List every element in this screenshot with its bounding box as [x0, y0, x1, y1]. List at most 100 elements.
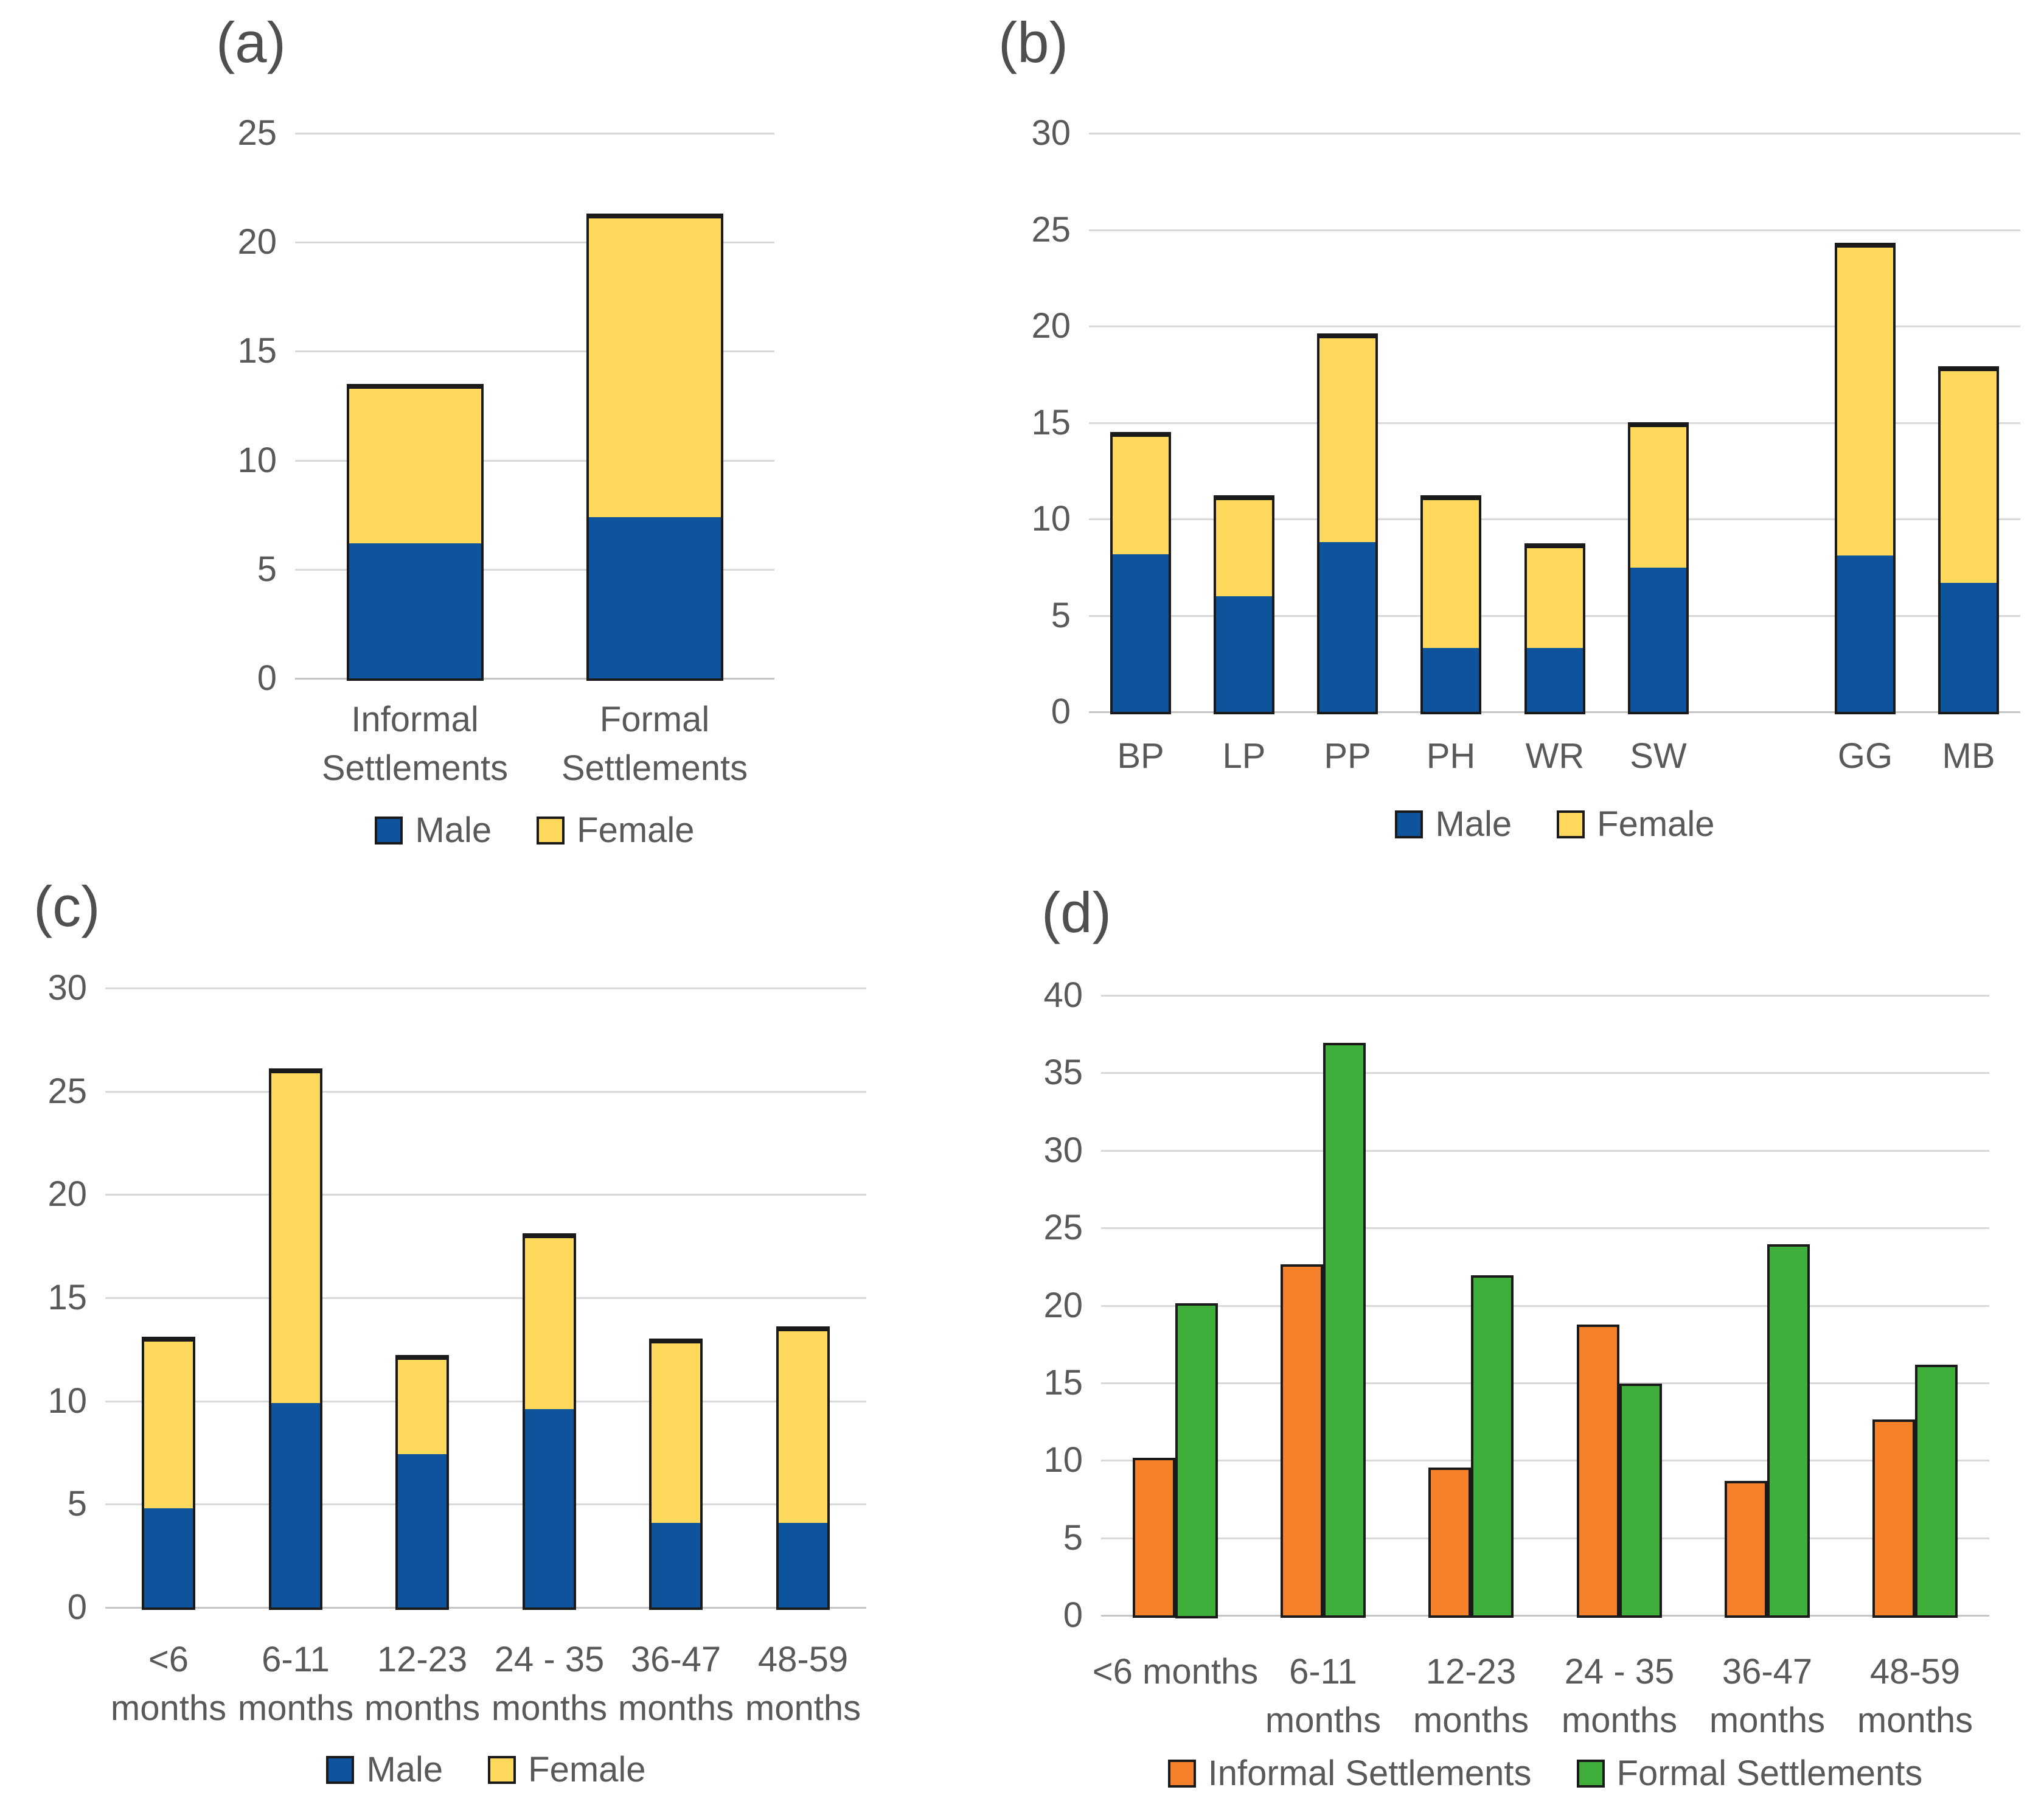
chart-panel-a: 0 5 10 15 20 25 Informal Settlements Formal Settl… [0, 0, 1022, 902]
x-category-label: LP [1062, 732, 1427, 781]
x-category-label-line: Settlements [321, 748, 509, 788]
male-segment [589, 517, 721, 678]
x-category-label-line: months [745, 1688, 861, 1728]
x-category-label: 36-47 months [493, 1635, 858, 1733]
x-category-label: Formal Settlements [472, 695, 837, 793]
stacked-bar [142, 1337, 195, 1610]
x-category-label: SW [1476, 732, 1841, 781]
x-axis-line [1101, 1615, 1989, 1617]
legend-item-informal-settlements: Informal Settlements [1167, 1752, 1532, 1795]
legend-label: Male [1435, 804, 1512, 844]
gridline [1101, 995, 1989, 997]
x-category-label: 48-59 months [1733, 1648, 2044, 1745]
legend-label: Female [1597, 804, 1715, 844]
female-segment [1941, 369, 1997, 583]
x-category-label-line: 12-23 [1425, 1652, 1517, 1691]
legend-item-formal-settlements: Formal Settlements [1576, 1752, 1922, 1795]
male-segment [779, 1523, 827, 1607]
male-segment [144, 1508, 193, 1607]
x-category-label: 6-11 months [113, 1635, 478, 1733]
gridline [1089, 133, 2020, 134]
x-axis-line [105, 1607, 866, 1609]
male-swatch-icon [1395, 810, 1423, 838]
gridline [1101, 1537, 1989, 1539]
legend-item-female: Female [1557, 803, 1715, 846]
stacked-bar [1420, 495, 1481, 714]
x-category-label-line: 36-47 [1722, 1652, 1813, 1691]
gridline [1089, 518, 2020, 520]
formal-settlements-bar [1175, 1303, 1218, 1618]
x-category-label-line: 6-11 [262, 1640, 330, 1679]
legend-label: Male [415, 810, 492, 850]
informal-settlements-bar [1577, 1325, 1619, 1618]
x-category-label: 6-11 months [1141, 1648, 1506, 1745]
y-tick-label: 10 [237, 440, 277, 480]
legend-label: Female [528, 1750, 646, 1789]
chart-panel-c: 0 5 10 15 20 25 30 <6 months 6-11 months 12-23 month… [0, 902, 1022, 1803]
x-category-label-line: PP [1324, 736, 1371, 776]
stacked-bar [269, 1068, 322, 1610]
formal-settlements-bar [1619, 1384, 1662, 1618]
x-category-label: WR [1372, 732, 1737, 781]
gridline [295, 242, 774, 244]
x-category-label-line: months [364, 1688, 481, 1728]
stacked-bar [586, 214, 723, 681]
y-tick-label: 35 [1043, 1053, 1083, 1093]
x-category-label-line: Informal [351, 700, 479, 739]
panel-label-c: (c) [33, 874, 100, 938]
female-segment [1423, 498, 1479, 648]
stacked-bar [649, 1339, 703, 1610]
stacked-bar [1110, 432, 1171, 714]
x-category-label-line: 48-59 [1869, 1652, 1961, 1691]
chart-panel-d: 0 5 10 15 20 25 30 35 40 <6 months 6-11 months 12-23… [1022, 902, 2044, 1803]
gridline [1101, 1460, 1989, 1462]
y-tick-label: 25 [237, 113, 277, 153]
y-tick-label: 5 [1051, 595, 1071, 635]
gridline [295, 350, 774, 353]
female-swatch-icon [1557, 810, 1585, 838]
male-segment [1423, 648, 1479, 712]
stacked-bar [347, 384, 484, 681]
female-segment [1319, 336, 1375, 542]
male-segment [398, 1454, 447, 1607]
x-category-label: MB [1786, 732, 2044, 781]
x-category-label: PP [1165, 732, 1530, 781]
informal-settlements-bar [1428, 1468, 1471, 1618]
male-segment [1113, 554, 1169, 712]
x-axis-line [295, 678, 774, 680]
legend: Male Female [1190, 803, 1920, 846]
y-tick-label: 25 [1043, 1208, 1083, 1248]
gridline [1101, 1382, 1989, 1384]
female-segment [589, 216, 721, 517]
x-category-label-line: MB [1942, 736, 1995, 776]
y-tick-label: 0 [67, 1587, 87, 1627]
x-category-label-line: GG [1837, 736, 1893, 776]
female-segment [1837, 245, 1893, 555]
y-tick-label: 10 [1031, 499, 1071, 538]
stacked-bar [1628, 422, 1689, 714]
gridline [1101, 1304, 1989, 1307]
x-category-label-line: SW [1630, 736, 1687, 776]
stacked-bar [776, 1326, 830, 1610]
female-segment [271, 1071, 320, 1403]
y-tick-label: 20 [47, 1174, 87, 1214]
legend-label: Male [366, 1750, 443, 1789]
x-category-label: GG [1683, 732, 2044, 781]
x-category-label: 48-59 months [620, 1635, 985, 1733]
legend-item-female: Female [488, 1749, 646, 1791]
y-tick-label: 30 [47, 968, 87, 1008]
informal-settlements-swatch-icon [1167, 1760, 1196, 1788]
female-swatch-icon [488, 1756, 516, 1784]
x-category-label-line: months [1413, 1701, 1529, 1740]
male-segment [525, 1409, 574, 1607]
female-segment [525, 1236, 574, 1409]
informal-settlements-bar [1725, 1481, 1767, 1618]
gridline [295, 133, 774, 134]
x-category-label-line: PH [1426, 736, 1476, 776]
x-category-label: <6 months [993, 1648, 1358, 1696]
y-tick-label: 15 [1031, 402, 1071, 442]
gridline [105, 1194, 866, 1196]
x-category-label: 24 - 35 months [367, 1635, 732, 1733]
informal-settlements-bar [1872, 1419, 1915, 1618]
panel-label-a: (a) [216, 10, 286, 74]
